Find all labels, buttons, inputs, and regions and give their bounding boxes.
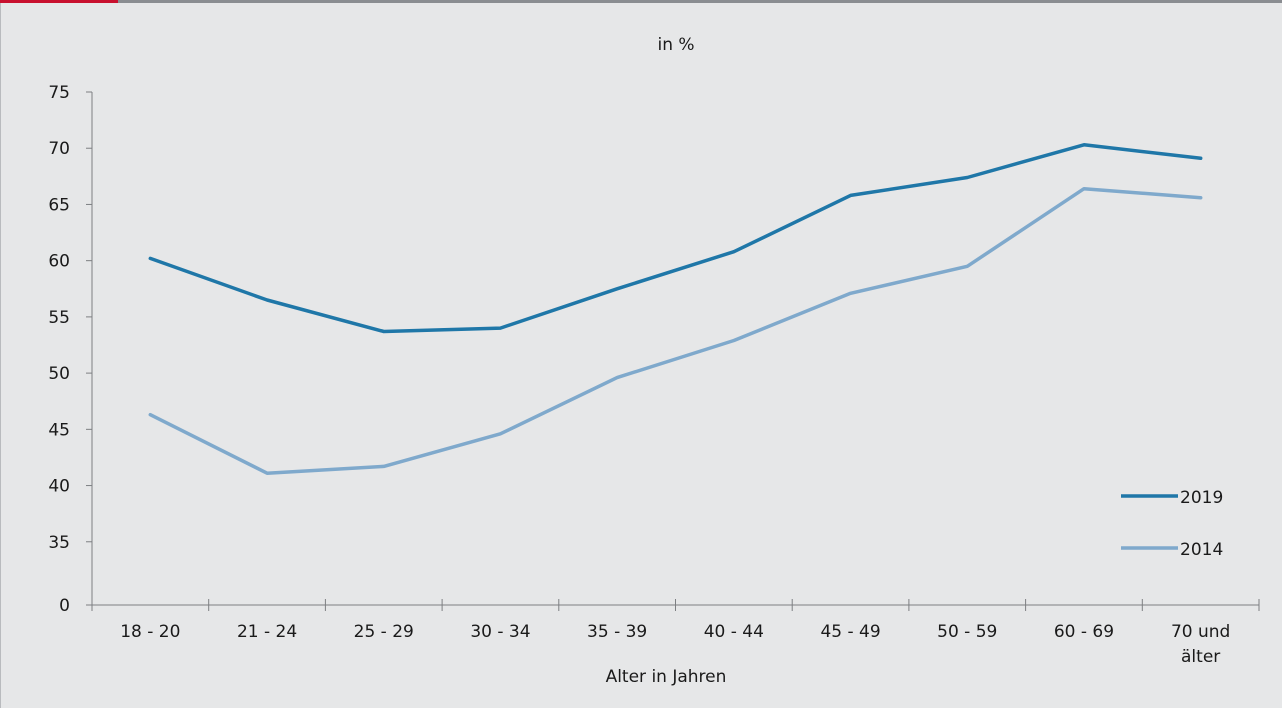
chart-title: in % (657, 35, 694, 55)
y-tick-label: 45 (48, 420, 70, 440)
x-tick-label: 60 - 69 (1054, 622, 1114, 642)
x-tick-label: 21 - 24 (237, 622, 297, 642)
legend: 2019 2014 (1121, 488, 1223, 560)
x-axis: 18 - 20 21 - 24 25 - 29 30 - 34 35 - 39 40 - … (91, 599, 1260, 667)
left-rule (0, 3, 1, 708)
y-tick-label: 0 (59, 596, 70, 616)
legend-label-2019: 2019 (1180, 488, 1223, 508)
y-tick-label: 75 (48, 83, 70, 103)
y-tick-label: 35 (48, 533, 70, 553)
x-tick-label: 18 - 20 (120, 622, 180, 642)
y-tick-label: 50 (48, 364, 70, 384)
x-tick-label: 40 - 44 (704, 622, 764, 642)
y-tick-label: 65 (48, 195, 70, 215)
legend-label-2014: 2014 (1180, 540, 1223, 560)
y-tick-label: 55 (48, 308, 70, 328)
y-tick-label: 70 (48, 139, 70, 159)
x-axis-title: Alter in Jahren (606, 667, 727, 687)
y-axis: 0 35 40 45 50 55 60 65 70 75 (48, 83, 93, 616)
x-tick-label: 25 - 29 (354, 622, 414, 642)
series-lines (148, 143, 1203, 475)
y-tick-label: 60 (48, 252, 70, 272)
y-tick-label: 40 (48, 477, 70, 497)
accent-bar (0, 0, 118, 3)
series-line-2019 (148, 143, 1203, 334)
x-tick-label: 70 und älter (1171, 622, 1230, 667)
x-tick-label: 30 - 34 (470, 622, 530, 642)
x-tick-label: 35 - 39 (587, 622, 647, 642)
series-line-2014 (148, 186, 1203, 475)
x-tick-label: 45 - 49 (820, 622, 880, 642)
x-tick-label: 50 - 59 (937, 622, 997, 642)
top-rule (0, 0, 1282, 3)
